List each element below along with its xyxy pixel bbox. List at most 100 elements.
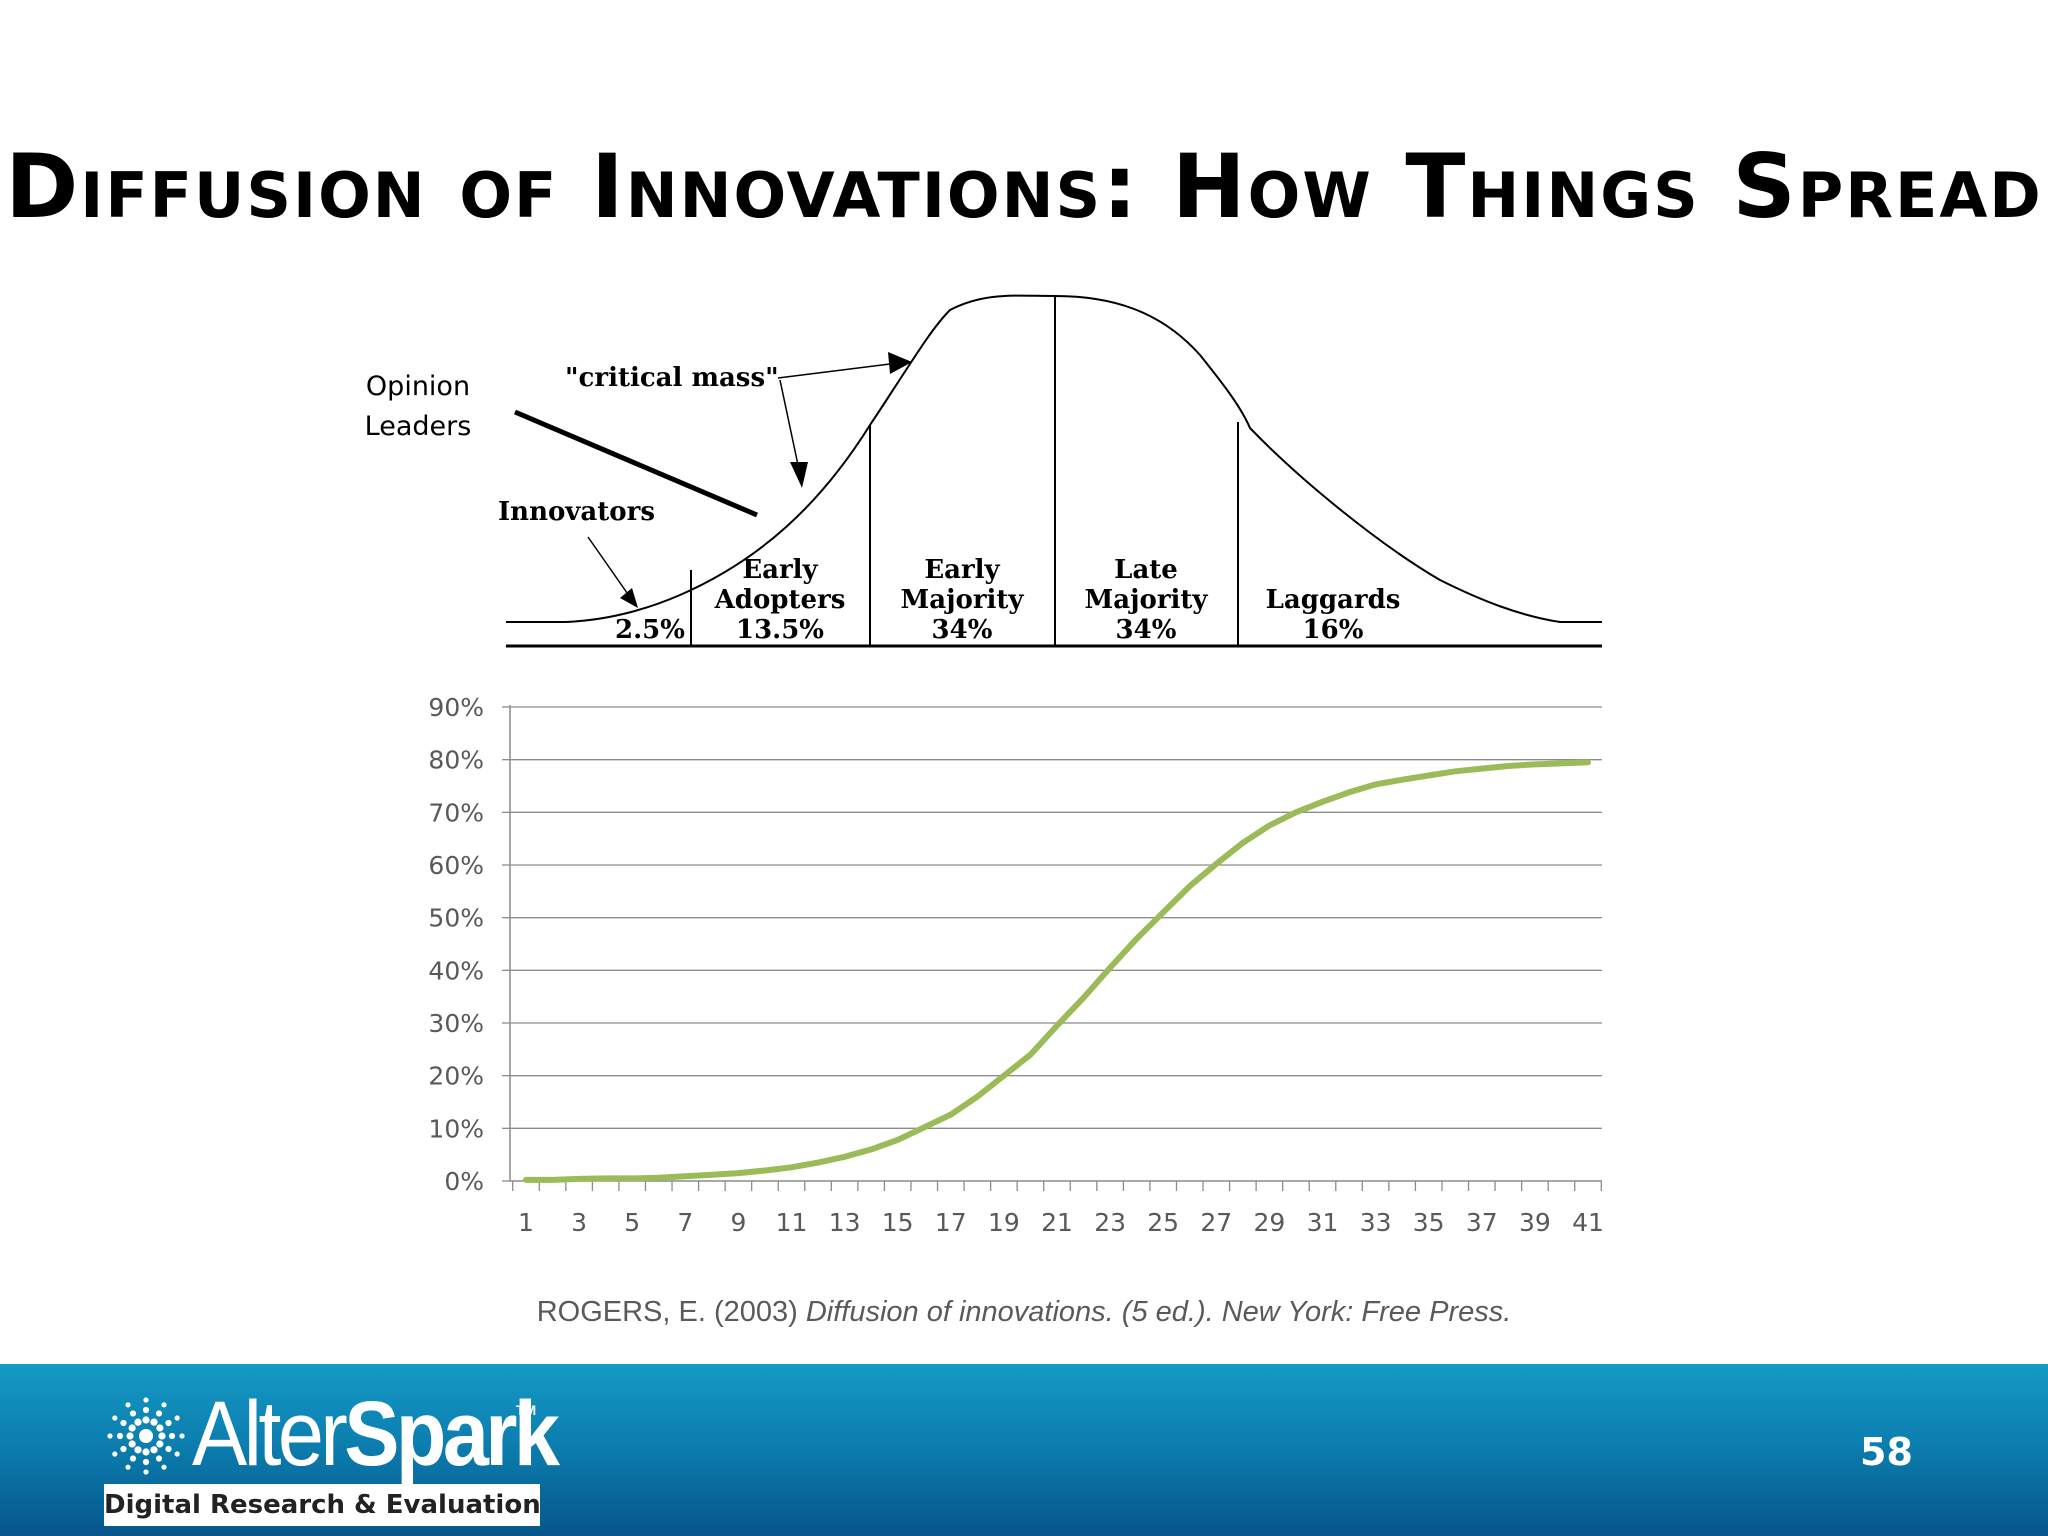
innovators-label: Innovators <box>498 497 655 527</box>
brand-name-bold: Spark <box>344 1383 560 1485</box>
slide-title: Diffusion of Innovations: How Things Spr… <box>5 135 2043 238</box>
x-tick-label-17: 17 <box>935 1208 967 1237</box>
x-tick-label-21: 21 <box>1041 1208 1073 1237</box>
spark-dot <box>142 1458 150 1466</box>
bell-segment-1-line-0: Early <box>742 555 818 585</box>
spark-dot <box>120 1419 127 1427</box>
y-tick-label-8: 80% <box>428 746 484 775</box>
y-tick-label-3: 30% <box>428 1009 484 1038</box>
x-tick-label-29: 29 <box>1253 1208 1285 1237</box>
spark-dot <box>107 1433 113 1439</box>
spark-dot <box>129 1410 137 1417</box>
spark-dot <box>165 1445 172 1453</box>
series-line-0 <box>523 759 1591 1183</box>
y-tick-label-2: 20% <box>428 1062 484 1091</box>
citation: ROGERS, E. (2003) Diffusion of innovatio… <box>0 1296 2048 1329</box>
chart-grid <box>510 706 1602 1129</box>
x-tick-label-15: 15 <box>882 1208 914 1237</box>
spark-dot <box>112 1451 118 1457</box>
spark-dot <box>143 1469 149 1475</box>
citation-title: Diffusion of innovations. (5 ed.). New Y… <box>805 1296 1512 1328</box>
spark-icon <box>107 1397 185 1475</box>
y-tick-label-4: 40% <box>428 956 484 985</box>
y-tick-label-1: 10% <box>428 1114 484 1143</box>
brand-name: AlterSpark <box>192 1388 560 1480</box>
spark-center-dot <box>139 1429 153 1443</box>
critical-mass-arrow-line-down <box>779 379 799 466</box>
x-tick-label-19: 19 <box>988 1208 1020 1237</box>
x-tick-label-25: 25 <box>1147 1208 1179 1237</box>
tagline-box: Digital Research & Evaluation <box>104 1484 541 1526</box>
x-tick-label-41: 41 <box>1572 1208 1604 1237</box>
cumulative-adoption-chart: 0%10%20%30%40%50%60%70%80%90%1 3 5 7 9 11 13 15… <box>428 693 1603 1237</box>
opinion-leaders-label-line-0: Opinion <box>366 371 470 402</box>
tagline: Digital Research & Evaluation <box>104 1490 541 1520</box>
spark-dot <box>155 1410 163 1417</box>
x-tick-label-7: 7 <box>677 1208 693 1237</box>
bell-segment-1-line-1: Adopters <box>714 585 846 615</box>
spark-dot <box>134 1446 142 1454</box>
spark-dot <box>112 1415 118 1421</box>
spark-dot <box>142 1416 150 1424</box>
bell-curve-lines <box>506 294 1602 648</box>
spark-dot <box>179 1433 185 1439</box>
spark-dot <box>174 1415 180 1421</box>
x-tick-label-3: 3 <box>571 1208 587 1237</box>
y-tick-label-9: 90% <box>428 693 484 722</box>
spark-dot <box>150 1418 158 1426</box>
innovators-arrow-line <box>587 536 633 601</box>
innovators-arrowhead <box>620 588 638 608</box>
spark-dot <box>156 1440 164 1448</box>
spark-dot <box>161 1464 167 1470</box>
x-tick-label-5: 5 <box>624 1208 640 1237</box>
adoption-bell-curve-diagram: 2.5%EarlyAdopters13.5%EarlyMajority34%La… <box>365 294 1602 648</box>
chart-series <box>523 759 1591 1183</box>
critical-mass-label: "critical mass" <box>565 363 779 393</box>
x-tick-label-23: 23 <box>1094 1208 1126 1237</box>
spark-dot <box>150 1446 158 1454</box>
spark-dot <box>120 1445 127 1453</box>
spark-dot <box>142 1406 150 1414</box>
x-tick-label-37: 37 <box>1466 1208 1498 1237</box>
x-tick-label-11: 11 <box>776 1208 808 1237</box>
critical-mass-arrow-line-top <box>777 363 891 379</box>
opinion-leaders-label-line-1: Leaders <box>365 411 472 442</box>
x-tick-label-39: 39 <box>1519 1208 1551 1237</box>
critical-mass-arrowhead-top <box>888 352 912 374</box>
trademark: TM <box>516 1402 537 1418</box>
opinion-leaders-pointer <box>514 409 758 518</box>
bell-segment-2-line-2: 34% <box>932 615 993 645</box>
spark-dot <box>155 1455 163 1462</box>
altersparks-logo: AlterSpark TM Digital Research & Evaluat… <box>104 1384 560 1526</box>
critical-mass-arrowhead-down <box>790 462 808 488</box>
spark-dot <box>158 1432 166 1440</box>
x-tick-label-33: 33 <box>1360 1208 1392 1237</box>
spark-dot <box>129 1455 137 1462</box>
spark-dot <box>143 1397 149 1403</box>
spark-dot <box>126 1432 134 1440</box>
spark-dot <box>156 1424 164 1432</box>
y-tick-label-7: 70% <box>428 798 484 827</box>
bell-segment-2-line-1: Majority <box>900 585 1024 615</box>
bell-segment-3-line-0: Late <box>1114 555 1178 585</box>
x-tick-label-13: 13 <box>829 1208 861 1237</box>
bell-segment-4-line-1: 16% <box>1303 615 1364 645</box>
chart-axes: 0%10%20%30%40%50%60%70%80%90%1 3 5 7 9 11 13 15… <box>428 693 1603 1237</box>
spark-dot <box>174 1451 180 1457</box>
x-tick-label-27: 27 <box>1200 1208 1232 1237</box>
spark-dot <box>168 1432 176 1440</box>
bell-segment-2-line-0: Early <box>924 555 1000 585</box>
x-tick-label-31: 31 <box>1307 1208 1339 1237</box>
bell-segment-1-line-2: 13.5% <box>736 615 824 645</box>
bell-segment-3-line-1: Majority <box>1084 585 1208 615</box>
spark-dot <box>128 1440 136 1448</box>
spark-dot <box>134 1418 142 1426</box>
y-tick-label-0: 0% <box>444 1167 484 1196</box>
footer-bar: AlterSpark TM Digital Research & Evaluat… <box>0 1364 2048 1536</box>
bell-segment-3-line-2: 34% <box>1116 615 1177 645</box>
spark-dot <box>128 1424 136 1432</box>
x-tick-label-9: 9 <box>730 1208 746 1237</box>
bell-segment-4-line-0: Laggards <box>1266 585 1401 615</box>
spark-dot <box>116 1432 124 1440</box>
x-tick-label-1: 1 <box>518 1208 534 1237</box>
